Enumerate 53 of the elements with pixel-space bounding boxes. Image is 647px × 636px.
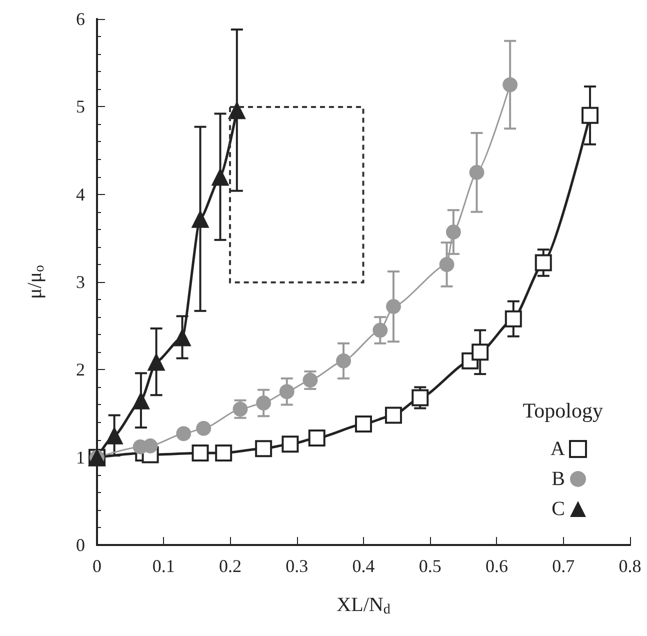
y-axis-title: μ/μo (24, 265, 48, 300)
point (132, 391, 150, 410)
legend-title: Topology (522, 398, 604, 422)
point (336, 353, 352, 368)
point (439, 256, 454, 272)
x-tick-label: 0.1 (152, 556, 175, 576)
point (472, 344, 489, 361)
x-tick-label: 0.7 (552, 556, 575, 576)
point (176, 426, 192, 442)
point (255, 440, 272, 458)
point (308, 430, 326, 447)
x-tick-label: 0 (92, 556, 102, 576)
point (228, 101, 246, 120)
point (191, 210, 210, 228)
point (386, 299, 401, 314)
point (504, 310, 522, 328)
point (534, 254, 552, 272)
point (372, 322, 388, 338)
point (196, 420, 212, 436)
point (142, 438, 158, 454)
x-tick-label: 0.6 (486, 556, 508, 576)
y-tick-label: 6 (76, 9, 85, 29)
point (469, 164, 484, 180)
point (502, 77, 518, 92)
point (355, 416, 372, 433)
y-tick-label: 1 (76, 447, 85, 468)
y-tick-label: 4 (76, 184, 85, 204)
point (256, 395, 272, 410)
x-tick-label: 0.3 (286, 556, 308, 576)
x-tick-label: 0.4 (352, 556, 375, 576)
y-tick-label: 2 (76, 360, 85, 380)
point (282, 436, 299, 453)
y-tick-label: 5 (76, 96, 85, 117)
legend-label: A (550, 438, 566, 460)
legend-label: C (552, 498, 565, 520)
point (446, 224, 461, 240)
point (215, 444, 232, 462)
point (384, 406, 402, 424)
point (173, 328, 192, 346)
x-tick-label: 0.8 (618, 556, 642, 576)
point (192, 444, 209, 462)
legend-label: B (552, 468, 565, 490)
point (582, 106, 599, 124)
point (279, 384, 294, 400)
x-tick-label: 0.5 (418, 556, 442, 576)
y-tick-label: 3 (76, 272, 85, 292)
point (302, 372, 318, 388)
point (105, 426, 124, 444)
point (211, 168, 230, 186)
y-tick-label: 0 (76, 535, 85, 555)
point (147, 352, 166, 371)
point (412, 389, 429, 406)
x-tick-label: 0.2 (219, 556, 242, 576)
